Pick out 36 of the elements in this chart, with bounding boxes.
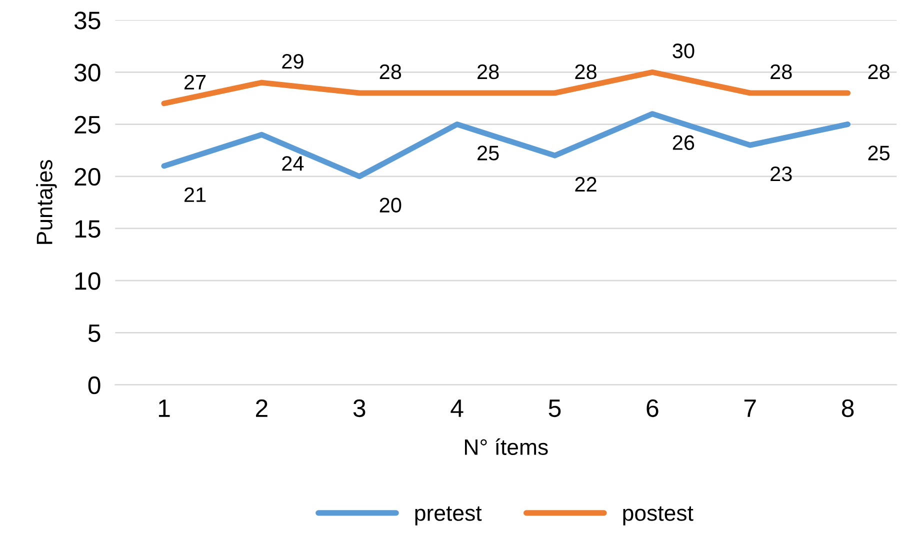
data-label: 28 [868, 64, 890, 80]
data-label: 30 [672, 44, 694, 58]
legend-label: pretest [415, 506, 482, 526]
y-axis-title: Puntajes [36, 160, 57, 244]
data-label: 22 [575, 176, 596, 192]
y-tick-label: 10 [75, 272, 100, 290]
y-tick-label: 30 [74, 64, 100, 82]
x-tick-label: 6 [646, 399, 658, 418]
legend-label: postest [623, 506, 694, 526]
data-label: 28 [478, 64, 499, 80]
y-tick-label: 20 [74, 168, 100, 186]
data-label: 28 [380, 64, 402, 80]
x-tick-label: 4 [450, 400, 464, 417]
y-tick-label: 35 [74, 12, 100, 30]
data-label: 25 [868, 146, 890, 160]
y-tick-label: 25 [74, 116, 100, 134]
x-tick-label: 3 [353, 399, 366, 418]
data-label: 26 [672, 135, 694, 150]
data-label: 21 [184, 187, 206, 202]
x-tick-label: 5 [548, 400, 561, 418]
y-tick-label: 5 [88, 324, 100, 342]
y-tick-label: 15 [75, 220, 100, 238]
x-tick-label: 8 [842, 399, 854, 418]
data-label: 25 [478, 146, 499, 160]
data-label: 20 [380, 198, 402, 213]
x-tick-label: 2 [256, 399, 268, 417]
data-label: 28 [770, 64, 792, 80]
x-axis-title: N° ítems [465, 438, 548, 456]
data-label: 28 [575, 64, 596, 80]
y-tick-label: 0 [88, 376, 100, 394]
data-label: 23 [770, 166, 792, 182]
data-label: 24 [282, 156, 304, 171]
data-label: 27 [184, 74, 206, 90]
data-label: 29 [282, 54, 304, 69]
x-tick-label: 1 [158, 400, 170, 417]
x-tick-label: 7 [744, 400, 756, 417]
